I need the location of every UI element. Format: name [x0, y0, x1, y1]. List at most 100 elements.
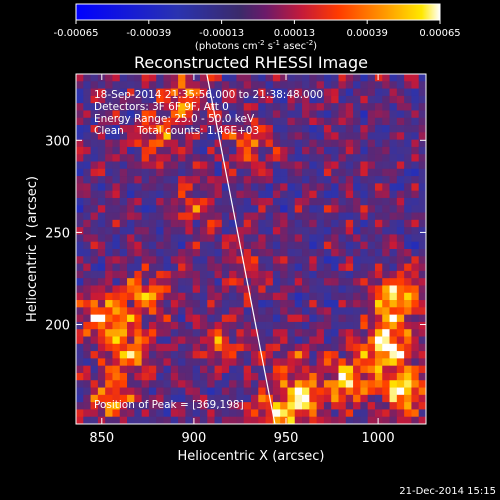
- heatmap-cell: [178, 358, 186, 367]
- heatmap-cell: [345, 263, 354, 272]
- heatmap-cell: [185, 343, 194, 352]
- heatmap-cell: [396, 117, 405, 126]
- heatmap-cell: [360, 227, 369, 235]
- heatmap-cell: [199, 256, 208, 264]
- heatmap-cell: [178, 132, 186, 141]
- heatmap-cell: [280, 270, 288, 279]
- heatmap-cell: [280, 278, 288, 286]
- heatmap-cell: [236, 329, 245, 337]
- heatmap-cell: [112, 132, 121, 141]
- heatmap-cell: [367, 249, 376, 257]
- heatmap-cell: [316, 314, 325, 323]
- heatmap-cell: [382, 249, 390, 257]
- heatmap-cell: [229, 161, 237, 170]
- heatmap-cell: [272, 256, 281, 264]
- heatmap-cell: [112, 249, 121, 257]
- heatmap-cell: [243, 132, 252, 141]
- heatmap-cell: [294, 321, 303, 330]
- heatmap-cell: [229, 176, 237, 184]
- heatmap-cell: [192, 285, 201, 294]
- heatmap-cell: [83, 387, 91, 396]
- heatmap-cell: [272, 125, 281, 133]
- heatmap-cell: [258, 197, 266, 206]
- heatmap-cell: [294, 300, 303, 308]
- heatmap-cell: [302, 402, 310, 410]
- heatmap-cell: [345, 110, 354, 119]
- heatmap-cell: [353, 176, 361, 184]
- heatmap-cell: [316, 402, 325, 410]
- heatmap-cell: [411, 387, 420, 396]
- heatmap-cell: [243, 416, 252, 424]
- heatmap-cell: [272, 81, 281, 89]
- heatmap-cell: [214, 300, 223, 308]
- heatmap-cell: [287, 154, 296, 162]
- heatmap-cell: [280, 146, 288, 155]
- heatmap-cell: [294, 110, 303, 119]
- heatmap-cell: [112, 351, 121, 359]
- heatmap-cell: [156, 300, 164, 308]
- heatmap-cell: [251, 132, 259, 141]
- heatmap-cell: [345, 219, 354, 228]
- heatmap-cell: [302, 241, 310, 250]
- heatmap-cell: [396, 402, 405, 410]
- heatmap-cell: [272, 168, 281, 177]
- heatmap-cell: [243, 241, 252, 250]
- heatmap-cell: [185, 314, 194, 323]
- heatmap-cell: [83, 74, 91, 82]
- heatmap-cell: [360, 197, 369, 206]
- heatmap-cell: [141, 416, 150, 424]
- heatmap-cell: [83, 241, 91, 250]
- heatmap-cell: [163, 146, 172, 155]
- heatmap-cell: [418, 212, 426, 221]
- heatmap-cell: [76, 358, 84, 367]
- heatmap-cell: [178, 307, 186, 316]
- heatmap-cell: [83, 263, 91, 272]
- heatmap-cell: [294, 351, 303, 359]
- heatmap-cell: [331, 394, 339, 403]
- heatmap-cell: [316, 234, 325, 243]
- heatmap-cell: [170, 351, 179, 359]
- heatmap-cell: [163, 351, 172, 359]
- heatmap-cell: [374, 219, 383, 228]
- heatmap-cell: [83, 197, 91, 206]
- heatmap-cell: [287, 263, 296, 272]
- heatmap-cell: [243, 74, 252, 82]
- heatmap-cell: [345, 336, 354, 345]
- heatmap-cell: [229, 380, 237, 388]
- heatmap-cell: [302, 321, 310, 330]
- heatmap-cell: [389, 307, 398, 316]
- heatmap-cell: [404, 416, 412, 424]
- heatmap-cell: [243, 110, 252, 119]
- heatmap-cell: [280, 241, 288, 250]
- heatmap-cell: [156, 139, 164, 148]
- heatmap-cell: [90, 343, 99, 352]
- heatmap-cell: [236, 402, 245, 410]
- heatmap-cell: [272, 190, 281, 199]
- heatmap-cell: [265, 263, 274, 272]
- heatmap-cell: [170, 190, 179, 199]
- heatmap-cell: [382, 190, 390, 199]
- heatmap-cell: [323, 321, 332, 330]
- heatmap-cell: [331, 358, 339, 367]
- heatmap-cell: [345, 161, 354, 170]
- heatmap-cell: [207, 372, 215, 381]
- heatmap-cell: [251, 154, 259, 162]
- heatmap-cell: [353, 205, 361, 213]
- heatmap-cell: [134, 197, 143, 206]
- heatmap-cell: [345, 402, 354, 410]
- heatmap-cell: [316, 416, 325, 424]
- heatmap-cell: [156, 256, 164, 264]
- heatmap-cell: [345, 227, 354, 235]
- heatmap-cell: [382, 219, 390, 228]
- heatmap-cell: [323, 241, 332, 250]
- y-axis-label: Heliocentric Y (arcsec): [25, 176, 40, 322]
- heatmap-cell: [214, 168, 223, 177]
- heatmap-cell: [83, 190, 91, 199]
- heatmap-cell: [258, 176, 266, 184]
- heatmap-cell: [251, 372, 259, 381]
- heatmap-cell: [97, 117, 106, 126]
- heatmap-cell: [192, 263, 201, 272]
- heatmap-cell: [221, 88, 230, 97]
- heatmap-cell: [338, 307, 347, 316]
- heatmap-cell: [148, 292, 157, 301]
